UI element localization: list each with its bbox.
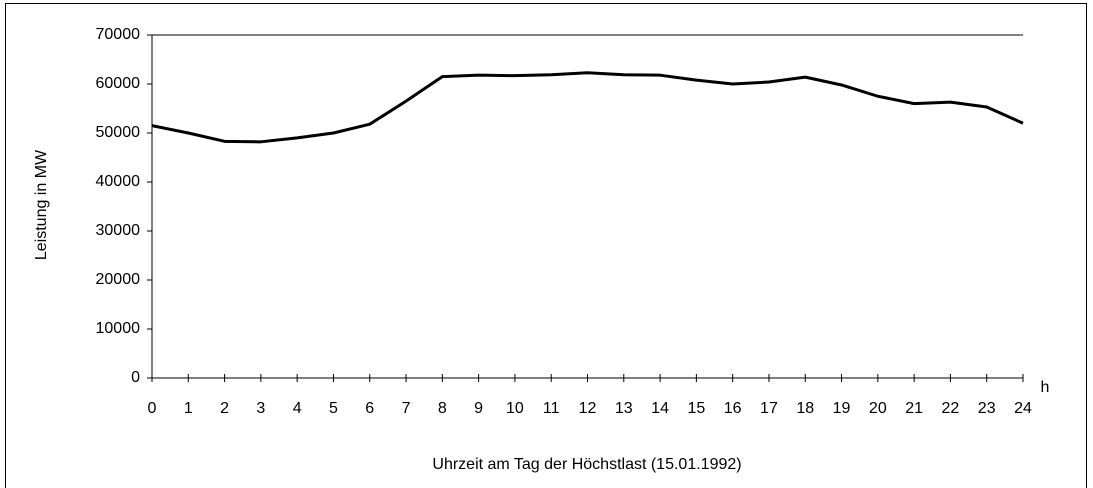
y-tick-label: 60000	[96, 75, 141, 92]
y-tick-label: 30000	[96, 222, 141, 239]
x-tick-label: 17	[760, 400, 778, 417]
x-tick-label: 20	[869, 400, 887, 417]
x-tick-label: 13	[615, 400, 633, 417]
x-tick-label: 24	[1014, 400, 1032, 417]
x-tick-label: 21	[905, 400, 923, 417]
x-tick-label: 0	[148, 400, 157, 417]
x-tick-label: 1	[184, 400, 193, 417]
x-tick-label: 23	[978, 400, 996, 417]
data-line	[151, 71, 1024, 144]
x-unit-label: h	[1041, 379, 1050, 396]
x-tick-label: 8	[438, 400, 447, 417]
x-tick-label: 18	[796, 400, 814, 417]
y-axis-label: Leistung in MW	[33, 149, 50, 260]
y-tick-label: 0	[131, 369, 140, 386]
x-tick-label: 12	[579, 400, 597, 417]
x-tick-label: 10	[506, 400, 524, 417]
x-tick-label: 6	[365, 400, 374, 417]
x-tick-label: 7	[402, 400, 411, 417]
x-axis-label: Uhrzeit am Tag der Höchstlast (15.01.199…	[432, 456, 741, 473]
x-tick-label: 16	[724, 400, 742, 417]
x-tick-label: 2	[220, 400, 229, 417]
x-tick-label: 3	[256, 400, 265, 417]
chart-frame	[5, 3, 1087, 488]
x-tick-label: 5	[329, 400, 338, 417]
y-tick-label: 40000	[96, 173, 141, 190]
x-tick-label: 15	[687, 400, 705, 417]
x-tick-label: 9	[474, 400, 483, 417]
x-tick-label: 11	[543, 400, 560, 417]
x-tick-label: 14	[651, 400, 669, 417]
y-tick-label: 20000	[96, 271, 141, 288]
x-tick-label: 19	[833, 400, 851, 417]
x-tick-label: 22	[942, 400, 960, 417]
y-tick-label: 10000	[96, 320, 141, 337]
y-tick-label: 50000	[96, 124, 141, 141]
y-tick-label: 70000	[96, 26, 141, 43]
x-tick-label: 4	[293, 400, 302, 417]
